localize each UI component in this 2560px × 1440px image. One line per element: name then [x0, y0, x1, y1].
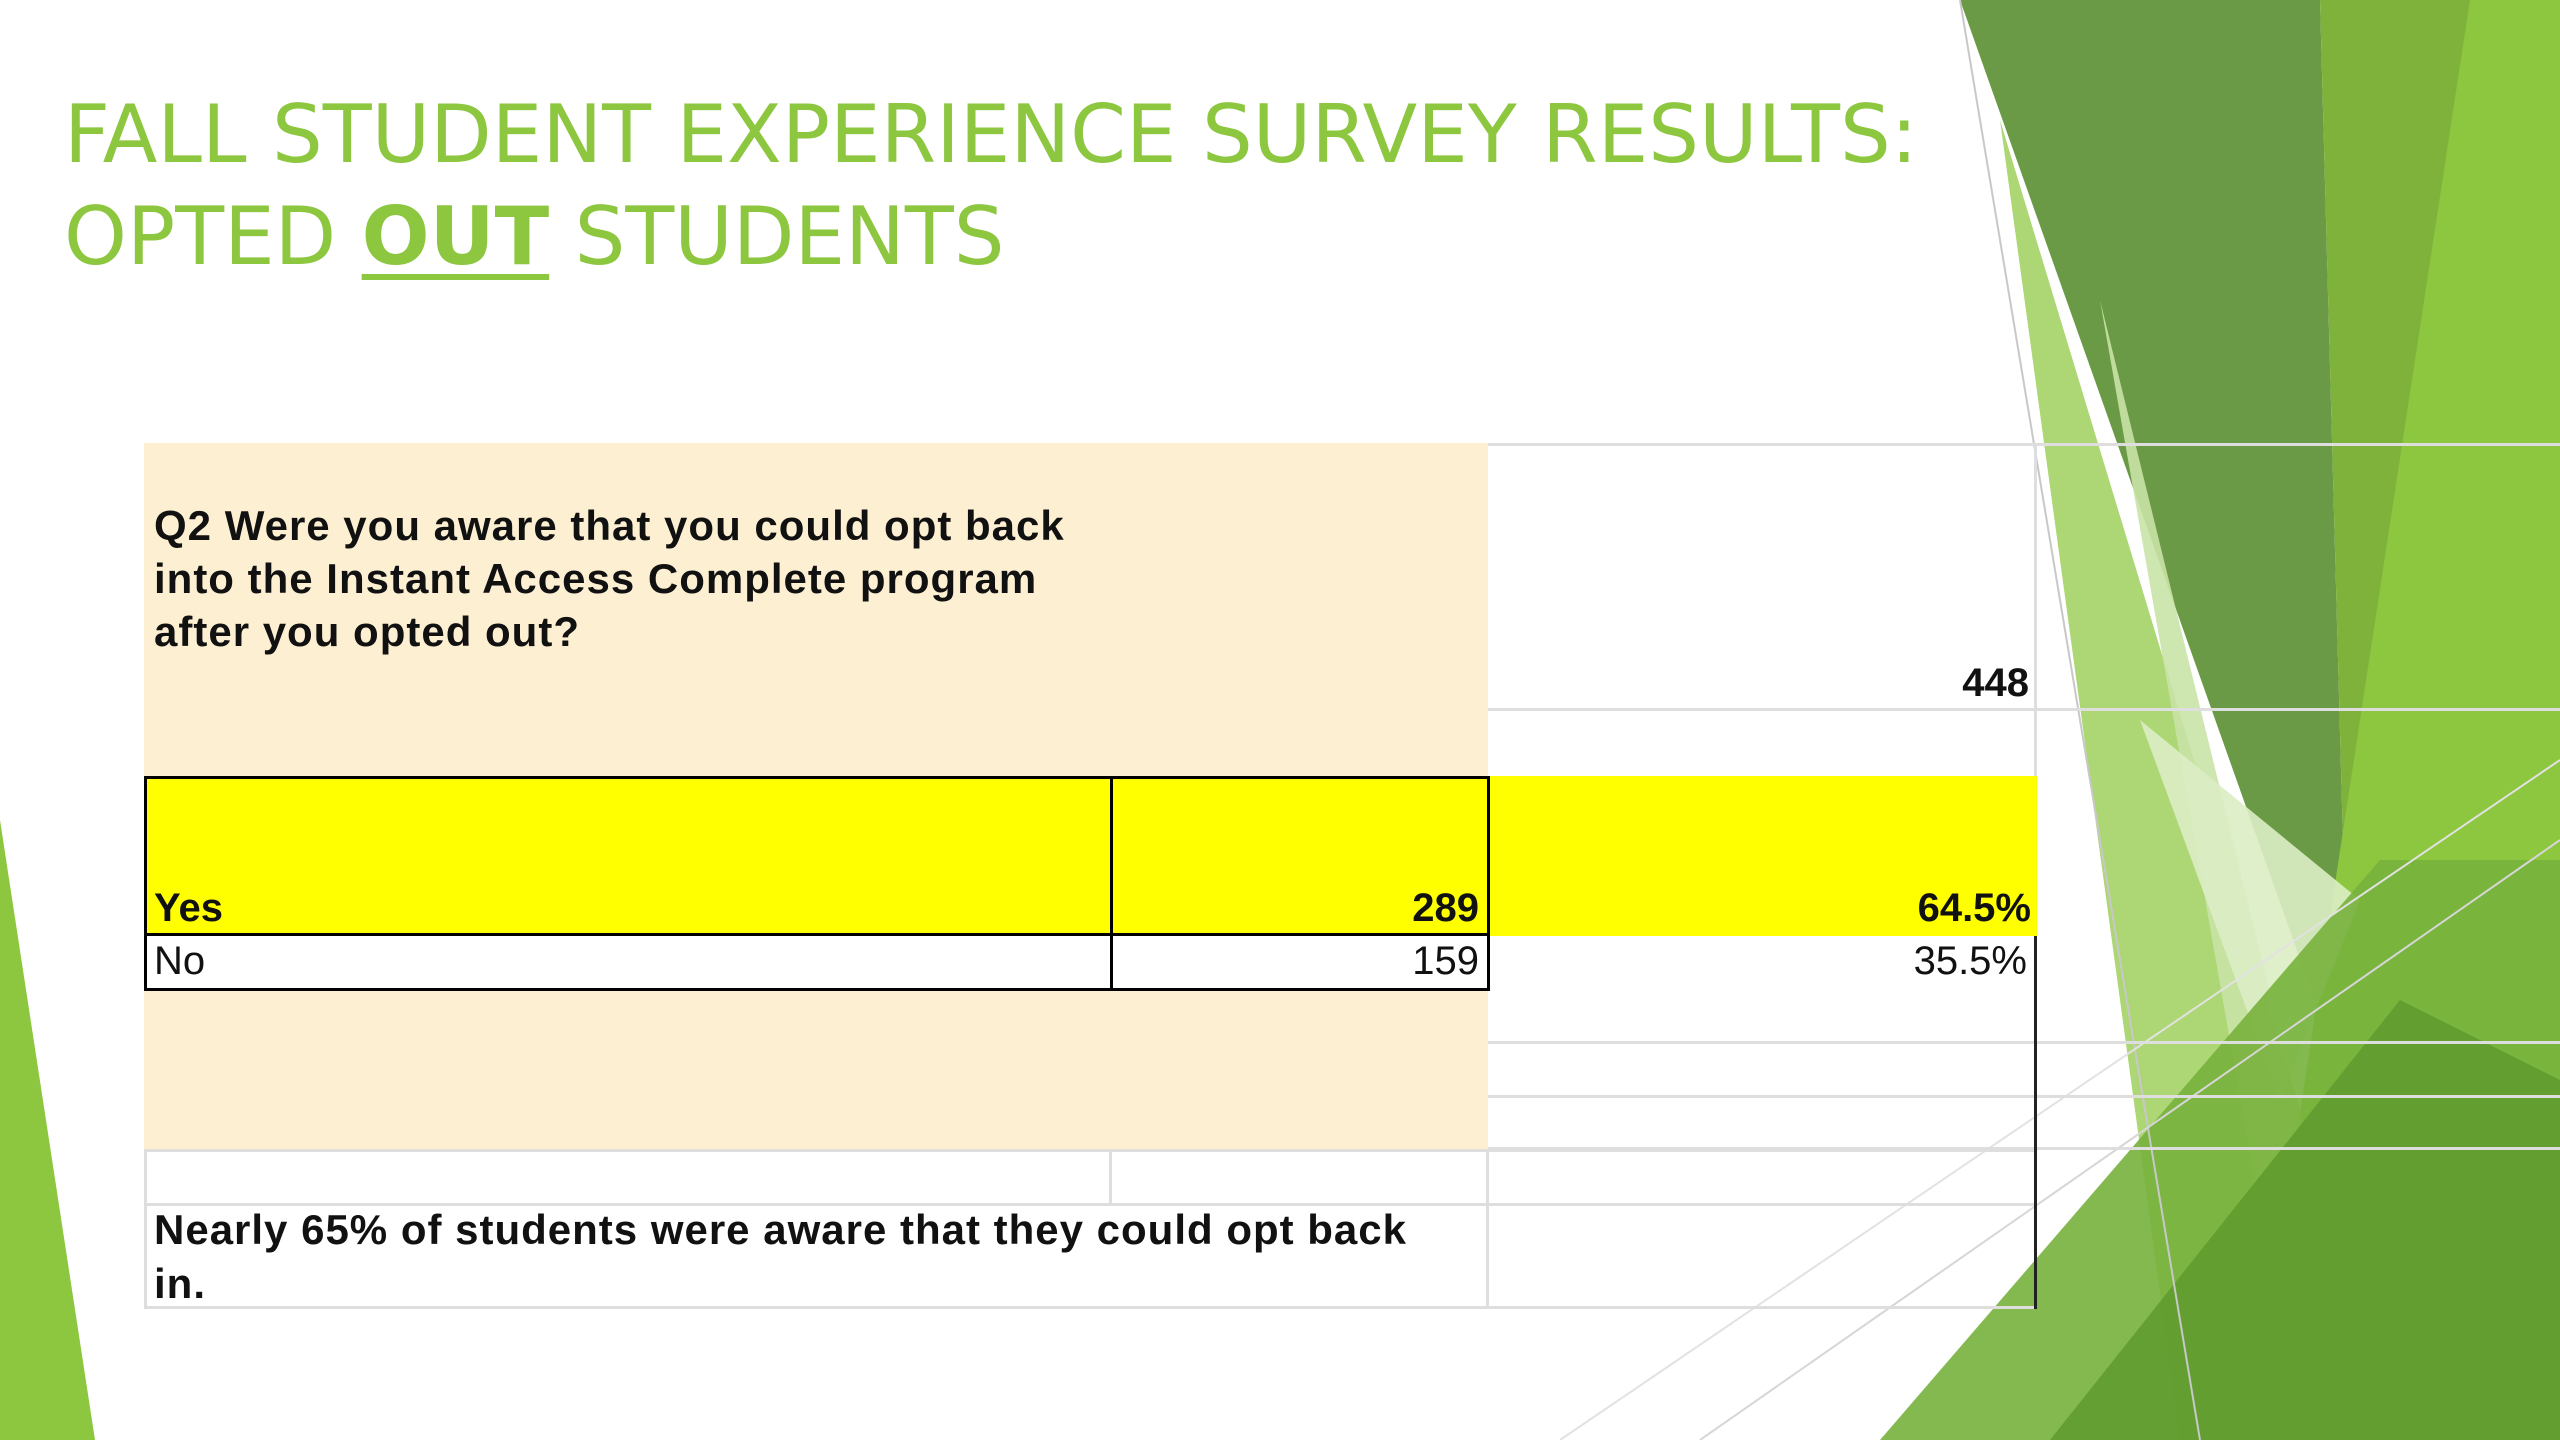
yes-count: 289 — [1412, 886, 1479, 930]
yes-percent: 64.5% — [1917, 886, 2031, 930]
no-label-box — [144, 933, 1113, 991]
no-count: 159 — [1412, 939, 1479, 983]
title-line-1: FALL STUDENT EXPERIENCE SURVEY RESULTS: — [64, 88, 1918, 181]
slide-title: FALL STUDENT EXPERIENCE SURVEY RESULTS: … — [64, 84, 1964, 288]
empty-cream-block — [144, 991, 1488, 1151]
no-percent: 35.5% — [1913, 939, 2027, 983]
title-line-2-pre: OPTED — [64, 190, 362, 283]
title-line-2-post: STUDENTS — [549, 190, 1005, 283]
no-count-box — [1110, 933, 1490, 991]
yes-label-box — [144, 776, 1113, 936]
yes-label: Yes — [154, 886, 223, 930]
summary-text: Nearly 65% of students were aware that t… — [154, 1206, 1408, 1307]
survey-results-table: Q2 Were you aware that you could opt bac… — [144, 443, 2560, 1309]
total-count: 448 — [1962, 661, 2029, 705]
title-line-2: OPTED OUT STUDENTS — [64, 186, 1964, 288]
no-label: No — [154, 939, 206, 983]
yes-row-highlight — [144, 776, 2037, 936]
title-emphasis-out: OUT — [361, 190, 550, 283]
question-cell — [144, 443, 1488, 776]
question-text: Q2 Were you aware that you could opt bac… — [154, 502, 1065, 655]
